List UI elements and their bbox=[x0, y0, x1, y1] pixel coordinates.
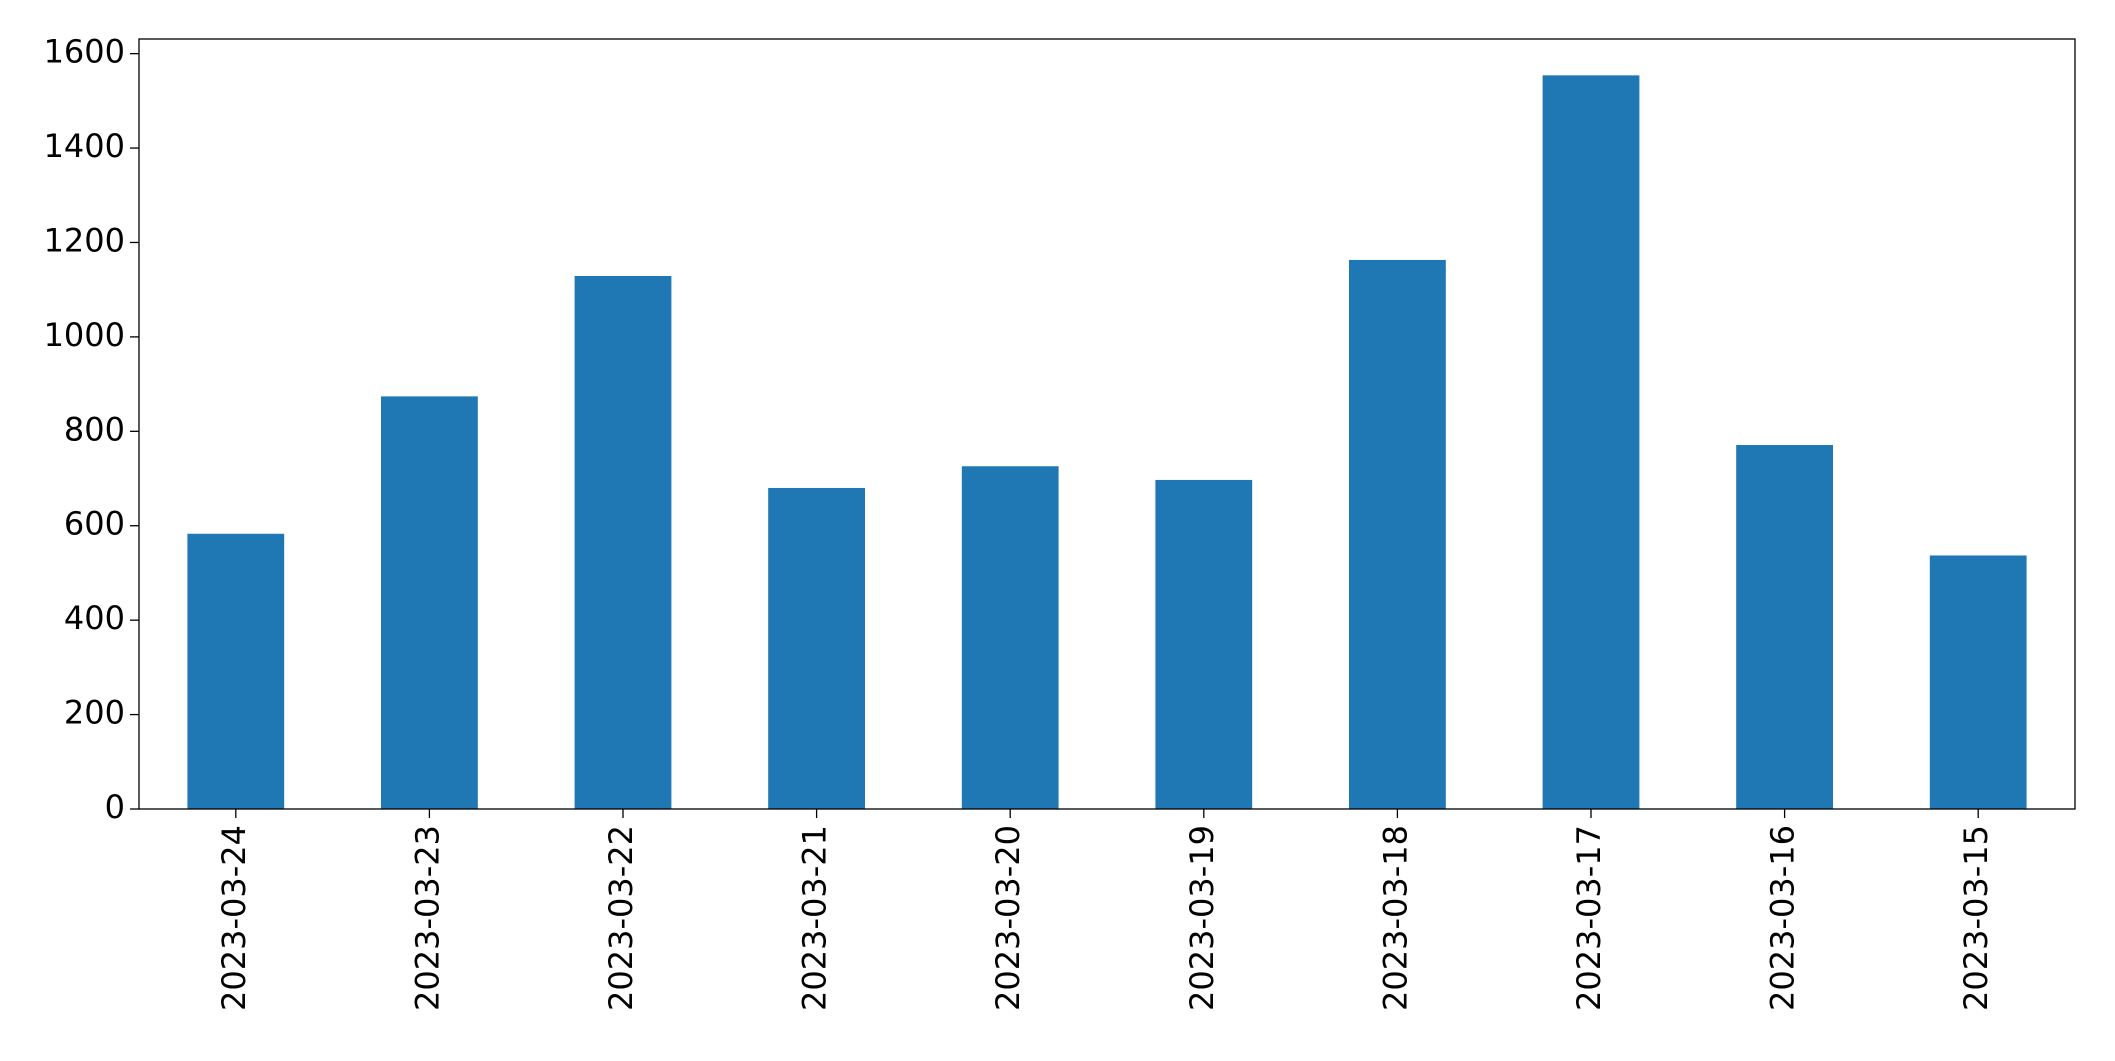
y-tick-label: 1000 bbox=[44, 316, 125, 354]
x-tick-label: 2023-03-23 bbox=[408, 825, 446, 1011]
bar bbox=[1736, 445, 1833, 809]
y-tick-label: 200 bbox=[64, 694, 125, 732]
bar bbox=[1155, 479, 1253, 809]
y-tick-label: 400 bbox=[64, 599, 125, 637]
bar bbox=[1929, 555, 2027, 809]
x-tick-label: 2023-03-22 bbox=[602, 825, 640, 1011]
x-tick-label: 2023-03-21 bbox=[796, 825, 834, 1011]
plot-frame bbox=[138, 38, 2076, 810]
x-tick-label: 2023-03-24 bbox=[215, 825, 253, 1011]
y-tick-label: 1400 bbox=[44, 127, 125, 165]
x-tick-label: 2023-03-16 bbox=[1764, 825, 1802, 1011]
x-tick-label: 2023-03-19 bbox=[1183, 825, 1221, 1011]
bar bbox=[768, 487, 865, 809]
y-tick-label: 0 bbox=[105, 788, 125, 826]
bar bbox=[1542, 75, 1640, 809]
x-tick-label: 2023-03-17 bbox=[1570, 825, 1608, 1011]
x-tick-label: 2023-03-18 bbox=[1376, 825, 1414, 1011]
y-tick-label: 600 bbox=[64, 505, 125, 543]
bar bbox=[961, 466, 1059, 809]
x-tick-label: 2023-03-15 bbox=[1957, 825, 1995, 1011]
bar bbox=[574, 275, 672, 809]
y-tick-label: 1200 bbox=[44, 221, 125, 259]
y-tick-label: 800 bbox=[64, 410, 125, 448]
bar bbox=[187, 533, 285, 809]
bar bbox=[1349, 259, 1446, 809]
y-tick-label: 1600 bbox=[44, 33, 125, 71]
x-tick-label: 2023-03-20 bbox=[989, 825, 1027, 1011]
bar bbox=[381, 396, 478, 809]
